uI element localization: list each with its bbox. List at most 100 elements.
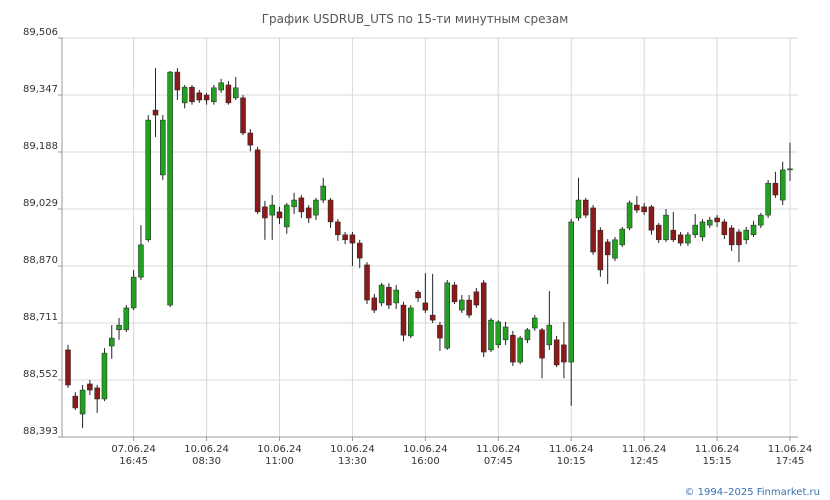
candle-body xyxy=(254,149,261,213)
candle-body xyxy=(787,168,793,171)
candle-body xyxy=(524,329,531,341)
candle-body xyxy=(714,217,720,223)
candle-body xyxy=(655,224,662,241)
candle-body xyxy=(342,234,348,241)
candle-body xyxy=(87,383,93,391)
candle-body xyxy=(531,317,538,329)
x-tick-label: 10.06.24 11:00 xyxy=(257,444,302,467)
candle-body xyxy=(583,199,589,216)
x-tick-label: 10.06.24 13:30 xyxy=(330,444,375,467)
candle-body xyxy=(335,221,341,236)
candle-body xyxy=(327,199,334,223)
candle-body xyxy=(349,234,356,244)
candle-body xyxy=(626,202,633,229)
candle-body xyxy=(203,94,210,101)
candle-body xyxy=(167,71,173,306)
candle-body xyxy=(685,234,691,244)
candle-body xyxy=(109,337,115,347)
y-tick-label: 88,393 xyxy=(23,426,58,437)
x-tick-label: 11.06.24 07:45 xyxy=(476,444,521,467)
y-tick-label: 89,188 xyxy=(23,141,58,152)
candle-body xyxy=(721,221,728,236)
candle-body xyxy=(539,329,545,359)
candle-body xyxy=(123,307,130,331)
candle-body xyxy=(597,229,604,271)
candle-body xyxy=(138,244,144,278)
candle-body xyxy=(269,204,275,216)
candle-body xyxy=(313,199,319,216)
candle-body xyxy=(160,119,166,176)
candle-body xyxy=(634,204,640,211)
candle-body xyxy=(393,289,399,304)
candle-body xyxy=(356,242,363,259)
candle-body xyxy=(305,207,312,219)
candle-body xyxy=(510,334,516,363)
candle-body xyxy=(772,182,779,196)
candle-body xyxy=(677,234,684,244)
candle-body xyxy=(517,337,523,363)
candle-body xyxy=(211,87,217,103)
candle-body xyxy=(648,206,655,231)
candle-body xyxy=(145,119,151,241)
y-tick-label: 88,711 xyxy=(23,312,58,323)
candle-body xyxy=(692,224,698,236)
candle-body xyxy=(619,228,626,246)
candle-body xyxy=(444,282,450,349)
candle-body xyxy=(670,229,677,241)
candle-body xyxy=(291,199,297,208)
candle-body xyxy=(612,239,618,259)
candle-body xyxy=(736,231,742,246)
candle-body xyxy=(364,264,370,301)
candle-body xyxy=(378,284,385,304)
candle-body xyxy=(568,221,574,363)
candle-body xyxy=(604,241,611,256)
candle-body xyxy=(284,204,290,228)
y-tick-label: 88,552 xyxy=(23,369,58,380)
candle-body xyxy=(232,87,239,99)
candle-body xyxy=(488,319,494,351)
candle-body xyxy=(561,344,567,363)
candle-body xyxy=(196,92,203,101)
candle-body xyxy=(422,302,429,311)
chart-title: График USDRUB_UTS по 15-ти минутным срез… xyxy=(262,12,569,26)
candle-body xyxy=(130,276,137,309)
candle-body xyxy=(728,227,735,246)
candle-body xyxy=(276,211,283,219)
candle-body xyxy=(181,86,188,104)
candle-body xyxy=(152,109,159,116)
candle-body xyxy=(262,206,268,219)
candle-body xyxy=(758,214,764,226)
candle-body xyxy=(386,286,392,306)
x-tick-label: 10.06.24 16:00 xyxy=(403,444,448,467)
candle-body xyxy=(765,182,771,216)
candle-body xyxy=(79,389,86,415)
candle-body xyxy=(663,214,669,241)
candle-body xyxy=(473,291,480,306)
candle-body xyxy=(400,304,407,336)
x-tick-label: 11.06.24 12:45 xyxy=(622,444,667,467)
x-tick-label: 11.06.24 17:45 xyxy=(768,444,813,467)
candle-body xyxy=(94,387,100,400)
x-tick-label: 07.06.24 16:45 xyxy=(111,444,156,467)
candle-body xyxy=(218,82,224,91)
candle-body xyxy=(641,206,647,213)
candle-body xyxy=(437,324,443,339)
candle-body xyxy=(575,199,582,219)
x-tick-label: 11.06.24 15:15 xyxy=(695,444,740,467)
candle-body xyxy=(65,349,71,386)
candle-body xyxy=(699,221,706,238)
candle-body xyxy=(480,282,487,353)
candle-body xyxy=(101,352,108,400)
x-tick-label: 11.06.24 10:15 xyxy=(549,444,594,467)
candle-body xyxy=(553,339,560,366)
candle-body xyxy=(240,97,246,134)
candle-body xyxy=(451,284,458,303)
candle-body xyxy=(779,169,786,201)
candle-body xyxy=(116,324,122,331)
y-tick-label: 89,347 xyxy=(23,84,58,95)
y-tick-label: 89,029 xyxy=(23,198,58,209)
x-tick-label: 10.06.24 08:30 xyxy=(184,444,229,467)
y-tick-label: 89,506 xyxy=(23,27,58,38)
candle-body xyxy=(546,324,553,346)
candle-body xyxy=(415,291,421,299)
